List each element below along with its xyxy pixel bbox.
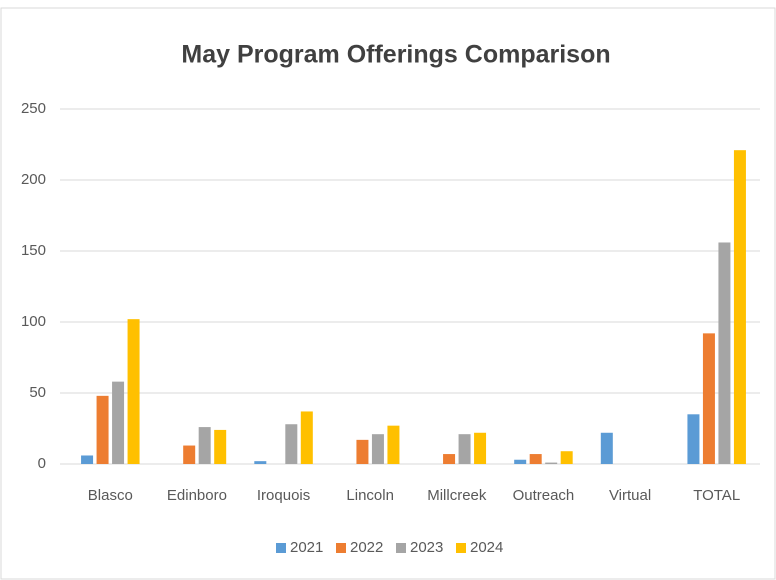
- y-tick-label: 100: [21, 313, 46, 330]
- legend-label: 2022: [350, 539, 383, 556]
- x-tick-label: Lincoln: [346, 487, 394, 504]
- bar: [96, 395, 109, 464]
- bar: [112, 381, 125, 464]
- bar: [529, 454, 542, 464]
- chart-border: [0, 7, 776, 580]
- x-tick-label: Iroquois: [257, 487, 310, 504]
- bar: [474, 432, 487, 464]
- bar: [81, 455, 94, 464]
- bar: [300, 411, 313, 464]
- bar: [514, 459, 527, 464]
- legend-swatch: [336, 543, 346, 553]
- bar: [285, 424, 298, 464]
- bar: [718, 242, 731, 464]
- y-tick-label: 200: [21, 171, 46, 188]
- bar: [183, 445, 196, 464]
- bar: [545, 462, 558, 464]
- chart-title: May Program Offerings Comparison: [181, 41, 610, 69]
- x-tick-label: Virtual: [609, 487, 651, 504]
- y-tick-label: 250: [21, 100, 46, 117]
- legend-swatch: [396, 543, 406, 553]
- legend-swatch: [456, 543, 466, 553]
- bar: [356, 439, 369, 464]
- bar: [733, 150, 746, 464]
- x-tick-label: Millcreek: [427, 487, 487, 504]
- legend-label: 2023: [410, 539, 443, 556]
- bar: [198, 427, 211, 464]
- y-tick-label: 150: [21, 242, 46, 259]
- bar: [214, 429, 227, 464]
- x-tick-label: Blasco: [88, 487, 133, 504]
- legend-label: 2024: [470, 539, 503, 556]
- bar: [702, 333, 715, 464]
- bar: [387, 425, 400, 464]
- y-tick-label: 0: [38, 455, 46, 472]
- x-tick-label: Edinboro: [167, 487, 227, 504]
- legend-label: 2021: [290, 539, 323, 556]
- bar: [560, 451, 573, 464]
- x-tick-label: TOTAL: [693, 487, 740, 504]
- x-tick-label: Outreach: [513, 487, 575, 504]
- bar: [600, 432, 613, 464]
- y-tick-label: 50: [29, 384, 46, 401]
- bar: [687, 414, 700, 464]
- bar: [254, 461, 267, 464]
- legend-swatch: [276, 543, 286, 553]
- bar: [443, 454, 456, 464]
- bar: [371, 434, 384, 464]
- bar: [458, 434, 471, 464]
- bar: [127, 319, 140, 464]
